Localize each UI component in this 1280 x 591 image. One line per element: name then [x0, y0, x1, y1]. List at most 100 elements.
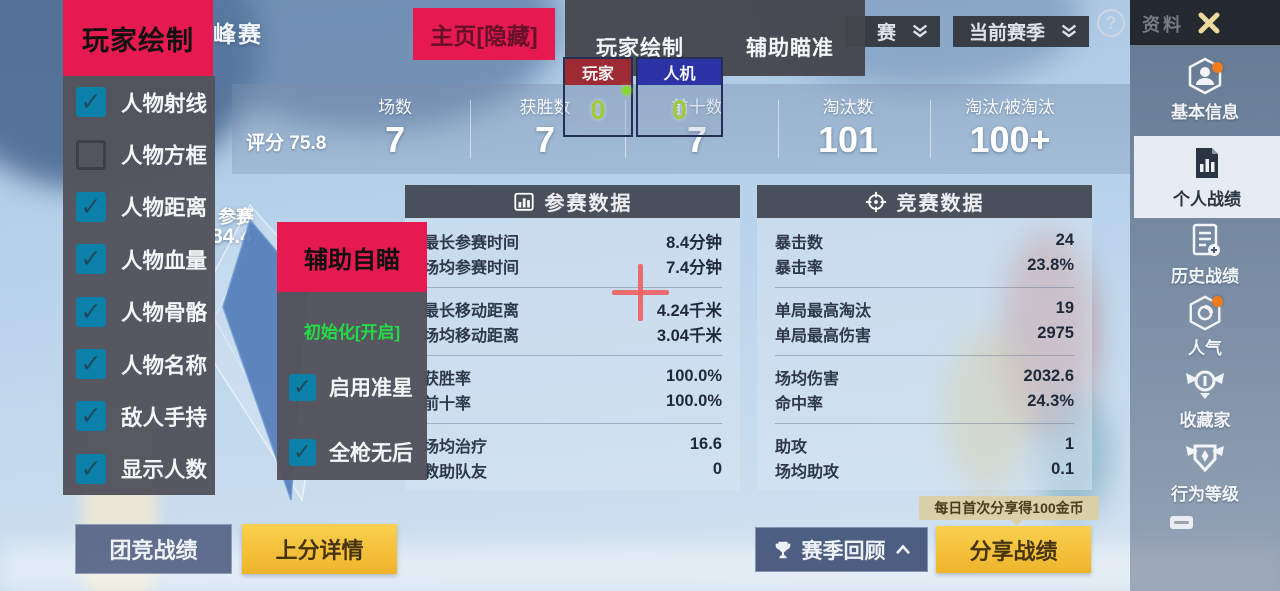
stat-label: 淘汰/被淘汰: [965, 98, 1055, 117]
season-dropdown-value: 当前赛季: [968, 23, 1045, 44]
player-draw-menu-header[interactable]: 玩家绘制: [63, 0, 213, 76]
panel-title: 竞赛数据: [896, 193, 985, 215]
stat-row-label: 单局最高淘汰: [775, 302, 872, 320]
stat-row-value: 24.3%: [1027, 392, 1074, 410]
stat-row-value: 8.4分钟: [666, 233, 722, 252]
menu-item-name[interactable]: 人物名称: [63, 338, 215, 390]
stat-row-value: 100.0%: [666, 392, 722, 410]
scroll-grip[interactable]: [1170, 516, 1193, 529]
season-review-button[interactable]: 赛季回顾: [755, 527, 928, 572]
menu-item-enable-crosshair[interactable]: 启用准星: [289, 372, 413, 402]
sidebar-item-label: 个人战绩: [1173, 190, 1241, 209]
chart-document-icon: [1134, 143, 1280, 183]
menu-item-label: 人物射线: [121, 91, 208, 116]
checkbox[interactable]: [76, 139, 106, 170]
close-button[interactable]: [1192, 6, 1226, 40]
stat-row-value: 23.8%: [1027, 256, 1074, 274]
sidebar-item-personal-record[interactable]: 个人战绩: [1134, 136, 1280, 218]
stat-row-label: 获胜率: [423, 370, 472, 388]
player-counter-value: 0: [565, 85, 631, 135]
help-button[interactable]: ?: [1097, 9, 1125, 37]
checkbox[interactable]: [76, 453, 106, 484]
stat-row-value: 4.24千米: [656, 301, 722, 320]
checkbox[interactable]: [289, 438, 316, 466]
menu-item-no-recoil[interactable]: 全枪无后: [289, 437, 413, 467]
share-record-button[interactable]: 分享战绩: [936, 526, 1091, 573]
player-counter[interactable]: 玩家 0: [563, 57, 633, 137]
stat-row-label: 场均移动距离: [423, 327, 520, 345]
stat-top10: 前十数 7: [622, 93, 772, 161]
team-record-button[interactable]: 团竞战绩: [75, 524, 232, 574]
menu-item-skeleton[interactable]: 人物骨骼: [63, 286, 215, 338]
stat-value: 7: [534, 119, 556, 160]
stat-matches: 场数 7: [320, 93, 470, 161]
bar-chart-icon: [513, 192, 534, 211]
menu-item-player-count[interactable]: 显示人数: [63, 443, 215, 495]
stat-eliminations: 淘汰数 101: [773, 93, 923, 161]
menu-item-health[interactable]: 人物血量: [63, 233, 215, 285]
checkbox[interactable]: [76, 296, 106, 327]
sidebar-item-history-record[interactable]: 历史战绩: [1130, 220, 1280, 287]
stat-row-label: 助攻: [775, 438, 808, 456]
bot-counter[interactable]: 人机 0: [636, 57, 723, 137]
tab-player-draw[interactable]: 玩家绘制: [596, 37, 684, 60]
sidebar-item-label: 收藏家: [1179, 411, 1231, 430]
stat-row-value: 2975: [1037, 324, 1074, 342]
checkbox[interactable]: [76, 401, 106, 432]
checkbox[interactable]: [76, 244, 106, 275]
season-dropdown[interactable]: 当前赛季: [953, 16, 1089, 47]
history-document-icon: [1130, 220, 1280, 260]
rank-details-button[interactable]: 上分详情: [242, 524, 397, 574]
participation-data-panel: 参赛数据 最长参赛时间 8.4分钟 场均参赛时间 7.4分钟 最长移动距离 4.24千…: [405, 185, 740, 490]
stat-row-label: 命中率: [775, 395, 824, 413]
checkbox[interactable]: [76, 87, 106, 118]
radar-axis-value: 84.4: [211, 225, 252, 248]
stat-row-value: 100.0%: [666, 367, 722, 385]
crosshair-icon: [638, 264, 643, 321]
button-label: 分享战绩: [969, 538, 1058, 564]
stat-row-label: 单局最高伤害: [775, 327, 872, 345]
sidebar-item-label: 基本信息: [1171, 103, 1239, 122]
init-status-text[interactable]: 初始化[开启]: [303, 323, 401, 342]
sidebar-item-collector[interactable]: 收藏家: [1130, 364, 1280, 431]
radar-axis-label: 参赛: [218, 207, 254, 227]
menu-item-label: 人物距离: [121, 196, 208, 221]
stat-label: 淘汰数: [822, 98, 874, 117]
checkbox[interactable]: [289, 373, 316, 401]
score-text: 评分 75.8: [246, 128, 326, 155]
button-label: 上分详情: [275, 538, 364, 563]
chevron-up-icon: [895, 544, 910, 555]
sidebar-item-label: 人气: [1188, 339, 1222, 358]
auto-aim-menu-header[interactable]: 辅助自瞄: [277, 222, 427, 292]
home-hide-button[interactable]: 主页[隐藏]: [413, 8, 555, 60]
stat-row-value: 3.04千米: [656, 326, 722, 345]
stat-row-label: 最长参赛时间: [423, 234, 520, 252]
checkbox[interactable]: [76, 349, 106, 380]
target-icon: [865, 191, 886, 212]
stat-row-label: 场均治疗: [423, 438, 488, 456]
person-hexagon-icon: [1130, 56, 1280, 96]
menu-item-box[interactable]: 人物方框: [63, 128, 215, 180]
menu-item-label: 人物骨骼: [121, 301, 208, 326]
sidebar-item-conduct-level[interactable]: 行为等级: [1130, 438, 1280, 505]
menu-item-label: 敌人手持: [121, 405, 208, 430]
bot-counter-label: 人机: [638, 59, 721, 85]
stat-value: 101: [817, 119, 879, 160]
score-label: 评分: [246, 133, 285, 154]
menu-item-enemy-weapon[interactable]: 敌人手持: [63, 390, 215, 442]
menu-item-distance[interactable]: 人物距离: [63, 181, 215, 233]
question-mark-icon: ?: [1105, 12, 1117, 33]
checkbox[interactable]: [76, 191, 106, 222]
menu-item-ray[interactable]: 人物射线: [63, 76, 215, 128]
tab-assist-aim[interactable]: 辅助瞄准: [746, 37, 834, 60]
sidebar-item-popularity[interactable]: 人气: [1130, 294, 1280, 359]
stat-row-label: 场均伤害: [775, 370, 840, 388]
sidebar-item-basic-info[interactable]: 基本信息: [1130, 56, 1280, 123]
notification-badge: [1212, 62, 1223, 73]
stat-wins: 获胜数 7: [470, 93, 620, 161]
bot-counter-value: 0: [638, 85, 721, 135]
menu-item-label: 人物名称: [121, 353, 208, 378]
player-counter-label: 玩家: [565, 59, 631, 85]
menu-item-label: 全枪无后: [329, 442, 413, 465]
sidebar-title: 资料: [1142, 15, 1184, 35]
